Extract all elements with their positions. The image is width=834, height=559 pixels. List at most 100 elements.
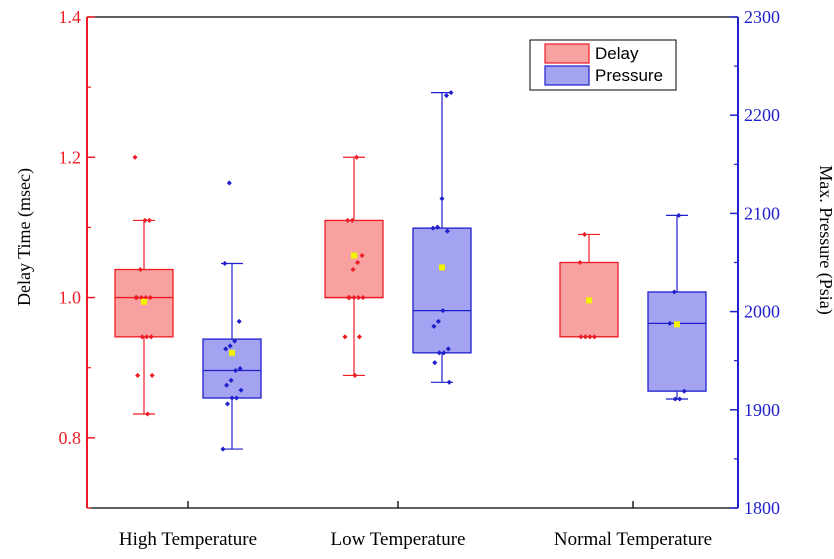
delay-data-point	[577, 259, 583, 266]
delay-box	[324, 219, 384, 299]
delay-data-point	[587, 334, 593, 340]
right-axis-tick-label: 2300	[744, 7, 780, 27]
legend-swatch-delay	[544, 43, 590, 64]
pressure-data-point	[441, 350, 447, 356]
pressure-data-point	[236, 318, 242, 324]
delay-data-point	[346, 295, 353, 301]
delay-box-group	[559, 231, 619, 340]
legend: Delay Pressure	[529, 39, 677, 91]
delay-data-point	[148, 334, 154, 340]
left-axis-tick-label: 0.8	[59, 428, 82, 448]
delay-data-point	[591, 334, 597, 340]
delay-data-point	[134, 295, 140, 301]
pressure-data-point	[435, 318, 441, 324]
pressure-data-point	[220, 446, 226, 452]
pressure-data-point	[430, 225, 436, 231]
right-axis-tick-label: 1900	[744, 400, 780, 420]
pressure-data-point	[224, 382, 230, 388]
pressure-box-group	[202, 180, 262, 452]
delay-data-point	[132, 154, 138, 160]
right-axis-tick-label: 2000	[744, 302, 780, 322]
pressure-data-point	[667, 320, 673, 326]
pressure-data-point	[672, 396, 678, 402]
pressure-data-point	[233, 367, 239, 374]
x-axis-category-label: High Temperature	[119, 529, 257, 550]
delay-data-point	[135, 372, 141, 378]
delay-data-point	[147, 295, 153, 301]
pressure-data-point	[229, 395, 235, 401]
delay-mean-marker	[351, 252, 357, 259]
left-axis-tick-label: 1.4	[59, 7, 82, 27]
x-axis-category-label: Normal Temperature	[554, 529, 712, 550]
pressure-data-point	[222, 260, 228, 267]
pressure-data-point	[432, 360, 438, 366]
left-axis-title: Delay Time (msec)	[14, 168, 35, 306]
x-axis-category-label: Low Temperature	[331, 529, 466, 550]
right-axis-tick-label: 2200	[744, 105, 780, 125]
pressure-data-point	[232, 338, 238, 344]
pressure-data-point	[223, 346, 229, 352]
delay-data-point	[355, 259, 361, 266]
pressure-data-point	[439, 196, 445, 202]
left-axis-tick-label: 1.0	[59, 288, 82, 308]
right-axis-tick-label: 2100	[744, 203, 780, 223]
delay-data-point	[355, 295, 362, 301]
pressure-data-point	[436, 350, 442, 356]
delay-data-point	[582, 334, 588, 340]
delay-data-point	[145, 411, 151, 417]
delay-data-point	[350, 266, 356, 273]
pressure-mean-marker	[439, 264, 445, 271]
pressure-data-point	[238, 387, 244, 393]
pressure-data-point	[224, 401, 231, 407]
delay-data-point	[342, 334, 348, 340]
pressure-mean-marker	[229, 349, 235, 356]
pressure-data-point	[227, 343, 233, 349]
delay-data-point	[149, 372, 155, 378]
pressure-data-point	[440, 308, 446, 314]
delay-box-group	[324, 154, 384, 378]
pressure-data-point	[443, 93, 450, 99]
legend-swatch-pressure	[544, 65, 590, 86]
delay-mean-marker	[141, 298, 147, 305]
delay-data-point	[578, 334, 584, 340]
pressure-data-point	[446, 379, 452, 385]
pressure-data-point	[431, 323, 437, 329]
legend-label-pressure: Pressure	[595, 66, 663, 85]
right-axis-title: Max. Pressure (Psia)	[815, 165, 834, 314]
pressure-data-point	[681, 388, 687, 394]
legend-label-delay: Delay	[595, 44, 639, 63]
pressure-data-point	[448, 90, 454, 96]
axes-layer: 0.8 1.0 1.2 1.4 1800 1900 2000 2100 2200 2300 High…	[59, 7, 781, 550]
pressure-box	[412, 227, 472, 354]
right-axis-tick-label: 1800	[744, 498, 780, 518]
pressure-data-point	[671, 289, 677, 295]
plot-frame	[87, 16, 738, 509]
delay-data-point	[351, 295, 357, 301]
pressure-data-point	[233, 395, 240, 401]
delay-data-point	[581, 231, 588, 237]
boxes-layer	[114, 90, 707, 452]
pressure-data-point	[237, 366, 243, 372]
pressure-mean-marker	[674, 321, 680, 328]
pressure-data-point	[677, 396, 683, 402]
delay-data-point	[139, 334, 145, 340]
delay-data-point	[146, 217, 152, 223]
pressure-data-point	[228, 377, 234, 383]
delay-data-point	[137, 266, 143, 273]
delay-data-point	[354, 154, 360, 160]
pressure-data-point	[444, 228, 450, 234]
delay-data-point	[142, 217, 148, 223]
pressure-box	[647, 291, 707, 392]
pressure-data-point	[226, 180, 232, 186]
delay-box-group	[114, 154, 174, 417]
delay-data-point	[352, 372, 358, 378]
delay-data-point	[144, 334, 150, 340]
pressure-box-group	[647, 212, 707, 402]
pressure-data-point	[445, 346, 451, 352]
pressure-box	[202, 338, 262, 399]
pressure-box-group	[412, 90, 472, 385]
delay-data-point	[356, 334, 362, 340]
delay-data-point	[360, 295, 366, 301]
delay-mean-marker	[586, 297, 592, 304]
